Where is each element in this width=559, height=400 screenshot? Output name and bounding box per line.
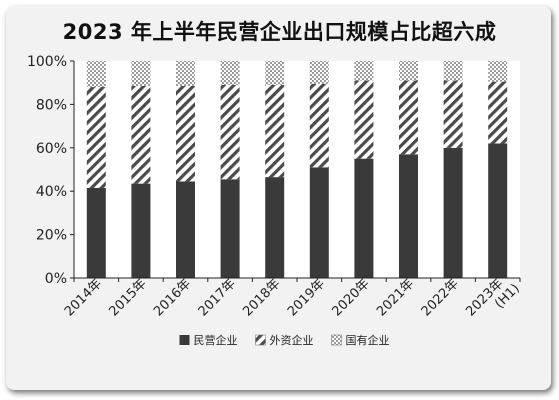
- bar-3-3: [176, 61, 195, 86]
- bar-1-6: [309, 167, 329, 278]
- bar-1-2: [131, 183, 151, 278]
- x-tick-label-line: 2020年: [330, 276, 373, 319]
- x-tick-label-text: 2017年: [196, 276, 239, 319]
- x-tick-label-line: 2019年: [285, 276, 328, 319]
- bar-2-2: [131, 85, 151, 184]
- x-tick-label-line: 2021年: [374, 276, 417, 319]
- x-tick-label: 2015年: [107, 276, 150, 319]
- bar-1-1: [86, 187, 106, 278]
- x-tick-label: 2014年: [62, 276, 105, 319]
- bar-3-8: [399, 61, 418, 81]
- bar-3-1: [86, 61, 106, 88]
- x-tick-label-line: 2015年: [107, 276, 150, 319]
- x-tick-label-text: 2019年: [285, 276, 328, 319]
- legend-swatch-2: [255, 334, 266, 346]
- x-tick-label-line: 2018年: [240, 276, 283, 319]
- y-tick-label: 80%: [36, 97, 67, 113]
- bar-1-9: [443, 147, 463, 278]
- x-tick-label-text: 2014年: [62, 276, 105, 319]
- y-tick-label: 0%: [45, 271, 67, 287]
- x-tick-label: 2016年: [151, 276, 194, 319]
- chart-title: 2023 年上半年民营企业出口规模占比超六成: [62, 20, 497, 44]
- x-tick-label: 2020年: [330, 276, 373, 319]
- bar-3-10: [488, 61, 508, 82]
- x-tick-label-text: 2020年: [330, 276, 373, 319]
- bar-2-8: [399, 80, 418, 155]
- bar-1-5: [265, 177, 285, 278]
- bar-3-2: [131, 61, 151, 86]
- x-tick-label: 2022年: [419, 276, 462, 319]
- x-tick-label-text: 2016年: [151, 276, 194, 319]
- bar-1-7: [354, 158, 374, 278]
- x-tick-label-text: 2022年: [419, 276, 462, 319]
- legend-swatch-3: [331, 334, 342, 346]
- x-tick-label-text: 2015年: [107, 276, 150, 319]
- legend-label-1: 民营企业: [194, 333, 238, 347]
- bar-2-6: [309, 83, 329, 168]
- bar-1-10: [488, 143, 508, 278]
- bar-2-5: [265, 84, 285, 178]
- bar-3-7: [354, 61, 374, 81]
- bar-3-5: [265, 61, 285, 85]
- bar-2-3: [176, 85, 195, 182]
- x-tick-label-line: 2017年: [196, 276, 239, 319]
- x-tick-label: 2021年: [374, 276, 417, 319]
- bar-3-6: [309, 61, 329, 84]
- x-tick-label-line: 2014年: [62, 276, 105, 319]
- bar-2-10: [488, 81, 508, 144]
- y-tick-label: 20%: [36, 228, 67, 244]
- bar-1-3: [176, 181, 195, 278]
- y-tick-label: 40%: [36, 184, 67, 200]
- bar-2-1: [86, 87, 106, 188]
- x-tick-label: 2017年: [196, 276, 239, 319]
- bar-2-7: [354, 80, 374, 159]
- y-tick-label: 100%: [27, 54, 67, 70]
- bar-2-4: [220, 84, 240, 180]
- x-tick-label: 2019年: [285, 276, 328, 319]
- bar-3-9: [443, 61, 463, 81]
- x-tick-label: 2018年: [240, 276, 283, 319]
- x-tick-label-line: 2016年: [151, 276, 194, 319]
- bar-3-4: [220, 61, 240, 85]
- legend-label-2: 外资企业: [270, 333, 314, 347]
- y-tick-label: 60%: [36, 141, 67, 157]
- x-tick-label-text: 2021年: [374, 276, 417, 319]
- bar-1-8: [399, 154, 418, 278]
- x-tick-label-line: 2022年: [419, 276, 462, 319]
- legend-swatch-1: [179, 335, 190, 345]
- x-tick-label-text: 2018年: [240, 276, 283, 319]
- x-tick-label: 2023年(H1): [463, 271, 522, 330]
- x-tick-label-text: 2023年(H1): [463, 271, 522, 330]
- bar-2-9: [443, 80, 463, 148]
- legend-label-3: 国有企业: [346, 333, 390, 347]
- bar-1-4: [220, 179, 240, 278]
